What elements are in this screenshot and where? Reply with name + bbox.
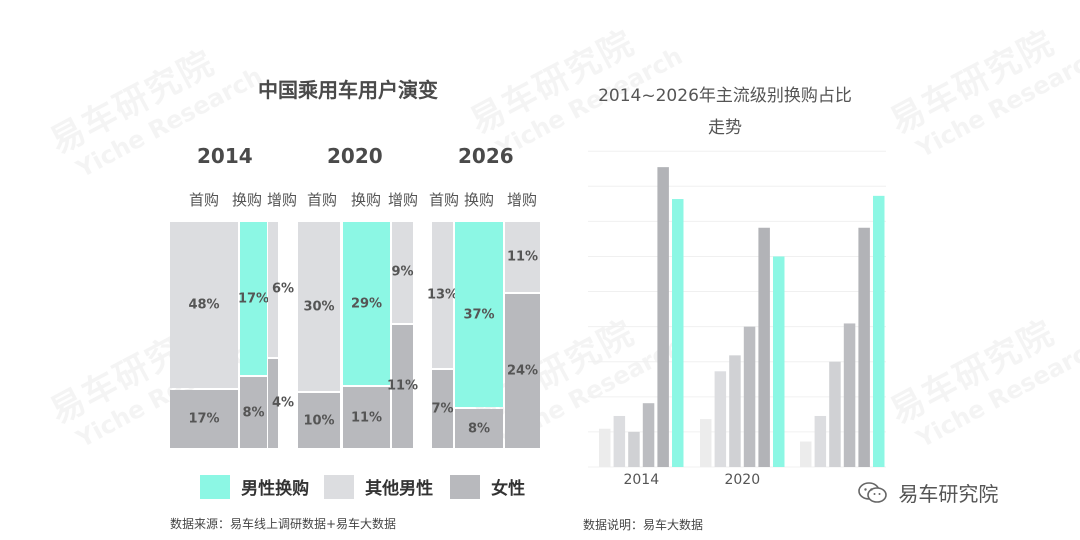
bar bbox=[800, 441, 812, 467]
segment-value-label: 17% bbox=[237, 291, 270, 307]
watermark-cn: 易车研究院 bbox=[883, 312, 1062, 433]
legend-item-other-male: 其他男性 bbox=[324, 474, 433, 500]
purchase-type-label: 换购 bbox=[463, 191, 494, 209]
right-chart-title-line1: 2014~2026年主流级别换购占比 bbox=[598, 86, 852, 106]
bar bbox=[700, 419, 712, 467]
year-label: 2020 bbox=[327, 144, 383, 168]
segment-value-label: 10% bbox=[303, 413, 335, 428]
purchase-type-label: 首购 bbox=[428, 191, 459, 209]
bar-segment-other-male bbox=[432, 222, 453, 369]
purchase-type-label: 首购 bbox=[188, 191, 219, 209]
left-source-note: 数据来源：易车线上调研数据+易车大数据 bbox=[170, 517, 397, 531]
legend-swatch bbox=[324, 474, 354, 499]
segment-value-label: 13% bbox=[426, 287, 459, 303]
bar-segment-female bbox=[298, 393, 340, 448]
bar-segment-female bbox=[343, 387, 390, 448]
right-chart-title: 2014~2026年主流级别换购占比 走势 bbox=[585, 80, 865, 144]
segment-value-label: 48% bbox=[188, 297, 220, 313]
watermark-en: Yiche Research bbox=[911, 41, 1080, 164]
purchase-type-label: 换购 bbox=[231, 191, 262, 209]
year-label: 2026 bbox=[458, 144, 514, 168]
bar bbox=[599, 428, 611, 467]
segment-value-label: 11% bbox=[350, 410, 383, 426]
watermark-cn: 易车研究院 bbox=[883, 22, 1062, 143]
brand: 易车研究院 bbox=[858, 478, 998, 507]
segment-value-label: 11% bbox=[386, 378, 419, 394]
legend-item-male-replacement: 男性换购 bbox=[200, 474, 309, 500]
bar bbox=[858, 227, 870, 467]
bar-segment-female bbox=[268, 358, 278, 448]
legend-label: 其他男性 bbox=[365, 479, 434, 499]
bar bbox=[843, 323, 856, 467]
segment-value-label: 17% bbox=[188, 411, 220, 427]
segment-value-label: 30% bbox=[303, 299, 335, 314]
segment-value-label: 4% bbox=[271, 395, 295, 411]
segment-value-label: 6% bbox=[271, 281, 295, 297]
segment-value-label: 37% bbox=[463, 307, 495, 323]
x-tick-label: 2020 bbox=[724, 472, 760, 485]
bar bbox=[714, 371, 727, 467]
bar-segment-other-male bbox=[268, 222, 278, 357]
bar-segment-other-male bbox=[505, 222, 540, 292]
bar-segment-male-replacement bbox=[240, 222, 267, 376]
bar-segment-female bbox=[432, 370, 453, 448]
segment-value-label: 29% bbox=[350, 296, 383, 312]
bar-segment-other-male bbox=[170, 222, 238, 389]
bar bbox=[628, 431, 640, 467]
watermark: 易车研究院 Yiche Research bbox=[880, 288, 1080, 457]
segment-value-label: 11% bbox=[506, 249, 539, 265]
segment-value-label: 9% bbox=[391, 264, 414, 280]
x-tick-label: 2014 bbox=[623, 472, 659, 485]
segment-value-label: 7% bbox=[431, 401, 454, 417]
bar bbox=[657, 167, 669, 467]
purchase-type-label: 增购 bbox=[387, 191, 418, 209]
brand-name: 易车研究院 bbox=[898, 482, 999, 506]
watermark-cn: 易车研究院 bbox=[43, 42, 222, 163]
legend-label: 男性换购 bbox=[241, 479, 310, 499]
segment-value-label: 8% bbox=[242, 405, 265, 421]
bar bbox=[642, 403, 655, 467]
bar-segment-female bbox=[170, 390, 238, 448]
bar bbox=[672, 199, 684, 467]
year-label: 2014 bbox=[197, 144, 253, 168]
purchase-type-label: 首购 bbox=[306, 191, 337, 209]
bar bbox=[613, 415, 626, 467]
segment-value-label: 24% bbox=[506, 363, 539, 379]
bar bbox=[873, 195, 885, 467]
bar-segment-female bbox=[455, 409, 503, 448]
bar-segment-female bbox=[392, 324, 413, 448]
purchase-type-label: 增购 bbox=[266, 191, 297, 209]
legend-label: 女性 bbox=[491, 479, 526, 499]
legend-swatch bbox=[450, 474, 480, 499]
bar bbox=[758, 227, 770, 467]
bar bbox=[814, 415, 827, 467]
bar-segment-male-replacement bbox=[455, 222, 503, 408]
wechat-icon bbox=[858, 481, 887, 503]
right-source-note: 数据说明：易车大数据 bbox=[583, 518, 704, 532]
watermark-en: Yiche Research bbox=[911, 331, 1080, 454]
purchase-type-label: 增购 bbox=[506, 191, 537, 209]
watermark: 易车研究院 Yiche Research bbox=[880, 0, 1080, 168]
legend-swatch bbox=[200, 474, 230, 499]
bar bbox=[743, 326, 756, 467]
bar-segment-female bbox=[240, 377, 267, 448]
bar bbox=[773, 256, 785, 467]
bar-segment-other-male bbox=[392, 222, 413, 323]
right-chart-title-line2: 走势 bbox=[708, 118, 742, 138]
purchase-type-label: 换购 bbox=[350, 191, 381, 209]
bar-segment-male-replacement bbox=[343, 222, 390, 386]
bar-segment-female bbox=[505, 293, 540, 448]
left-chart-title: 中国乘用车用户演变 bbox=[258, 78, 438, 102]
bar bbox=[729, 355, 741, 467]
bar-segment-other-male bbox=[298, 222, 340, 391]
replacement-trend-chart: 2014 2020 bbox=[588, 150, 886, 485]
legend-item-female: 女性 bbox=[450, 474, 525, 500]
segment-value-label: 8% bbox=[467, 421, 491, 437]
bar bbox=[829, 361, 841, 467]
